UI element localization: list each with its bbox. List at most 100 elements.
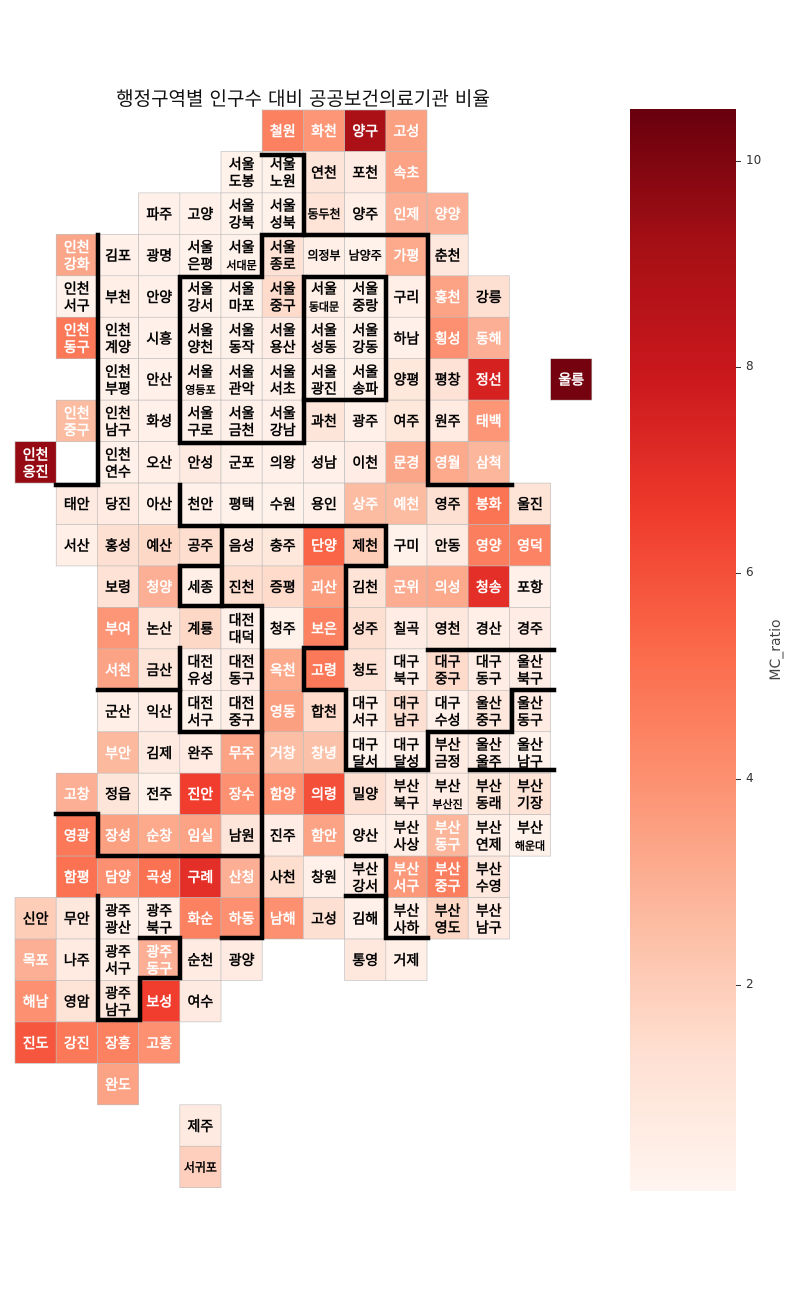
map-cell-label: 계룡 (188, 621, 214, 637)
colorbar-tick (736, 778, 741, 780)
map-cell-label: 대구 달성 (394, 737, 420, 770)
map-cell-label: 부여 (105, 620, 131, 637)
map-cell-fill (261, 731, 304, 774)
map-cell-fill (303, 731, 345, 774)
map-cell-label: 서울 동작 (229, 322, 255, 356)
map-cell: 인천 남구 (97, 399, 139, 442)
map-cell: 부산 금정 (426, 731, 469, 774)
map-cell: 인제 (385, 192, 428, 235)
map-cell-label: 광주 광산 (105, 902, 131, 936)
map-cell: 대전 중구 (220, 689, 263, 733)
map-cell-label: 서울 관악 (229, 363, 255, 397)
map-cell-label: 인천 남구 (105, 405, 131, 439)
map-cell: 나주 (55, 938, 98, 981)
map-cell-label: 보성 (146, 994, 172, 1010)
map-cell-label: 서귀포 (184, 1160, 217, 1175)
map-cell: 예천 (385, 482, 428, 525)
map-cell-label: 무안 (64, 911, 90, 928)
map-cell-fill (97, 689, 139, 733)
map-cell-fill (303, 316, 345, 360)
map-cell-fill (261, 192, 304, 235)
map-cell: 울릉 (550, 358, 593, 401)
map-cell: 대구 수성 (426, 689, 469, 733)
map-cell-label: 괴산 (311, 579, 337, 596)
map-cell: 광주 (344, 399, 387, 442)
map-cell-label: 대구 북구 (394, 655, 420, 688)
map-cell: 고창 (55, 772, 98, 815)
map-cell: 단양 (303, 524, 345, 567)
map-cell-fill (179, 648, 222, 691)
map-cell-label: 제주 (188, 1119, 214, 1135)
map-cell-fill (179, 772, 222, 815)
map-cell: 춘천 (426, 234, 469, 277)
map-cell-label: 청양 (146, 580, 172, 596)
map-cell-fill (467, 772, 510, 815)
map-cell: 봉화 (467, 482, 510, 525)
map-cell: 익산 (138, 689, 181, 733)
map-cell: 전주 (138, 772, 181, 815)
map-cell-label: 아산 (146, 496, 172, 513)
map-cell-fill (385, 441, 428, 484)
map-cell-label: 제천 (352, 539, 378, 555)
map-cell: 영양 (467, 524, 510, 567)
map-cell: 서울 강북 (220, 192, 263, 235)
map-cell-label: 정선 (476, 372, 502, 389)
map-cell-fill (303, 482, 345, 525)
map-cell: 서울 광진 (303, 358, 345, 401)
map-cell-fill (261, 399, 304, 442)
map-cell: 무안 (55, 897, 98, 940)
map-cell-label: 평택 (229, 496, 255, 513)
map-cell: 서울 노원 (261, 151, 304, 194)
map-cell-label: 부산 연제 (476, 819, 502, 853)
map-cell-fill (220, 441, 263, 484)
map-cell-label: 성남 (311, 455, 337, 472)
map-cell: 김천 (344, 565, 387, 608)
map-cell-label: 양평 (394, 372, 420, 389)
map-cell: 부천 (97, 275, 139, 318)
map-cell-label: 목포 (23, 953, 49, 969)
map-cell-label: 신안 (23, 911, 49, 928)
map-cell-fill (261, 441, 304, 484)
map-cell: 양산 (344, 814, 387, 857)
province-borders (53, 152, 557, 1023)
map-cell: 포천 (344, 151, 387, 194)
map-cell-fill (344, 772, 387, 815)
map-cell: 진도 (14, 1021, 57, 1064)
map-cell: 고성 (303, 897, 345, 940)
map-cell: 서귀포 (179, 1145, 222, 1189)
map-cell: 산청 (220, 855, 263, 898)
map-cell-fill (220, 814, 263, 857)
map-cell: 칠곡 (385, 607, 428, 650)
map-cell-label: 부산 서구 (394, 861, 420, 895)
map-cell-label: 임실 (188, 829, 214, 845)
map-cell-label: 봉화 (476, 497, 502, 513)
map-cell-fill (467, 855, 510, 898)
map-cell: 대구 서구 (344, 689, 387, 733)
map-cell: 포항 (509, 565, 551, 608)
map-cell: 장성 (97, 814, 139, 857)
map-cell-label: 서울 송파 (352, 363, 378, 397)
map-cell-label: 함안 (311, 828, 337, 845)
map-cell-fill (344, 731, 387, 774)
map-cell: 서울 양천 (179, 316, 222, 360)
map-cell-fill (426, 814, 469, 857)
map-cell: 서울 송파 (344, 358, 387, 401)
map-cell-label: 세종 (188, 580, 214, 596)
map-cell: 합천 (303, 689, 345, 733)
map-cell-label: 영동 (270, 703, 296, 720)
map-cell: 의왕 (261, 441, 304, 484)
map-cell-fill (261, 316, 304, 360)
map-cell-fill (303, 648, 345, 691)
map-cell: 천안 (179, 482, 222, 525)
map-cell-label: 대전 동구 (229, 654, 255, 688)
map-cell-label: 인천 옹진 (23, 446, 49, 480)
map-cell-label: 정읍 (105, 786, 131, 803)
map-cell-fill (303, 358, 345, 401)
map-cell-label: 부산 기장 (517, 778, 543, 812)
map-cell-fill (385, 275, 428, 318)
map-cell-label: 서울 강동 (352, 322, 378, 356)
map-cell-label: 강진 (64, 1035, 90, 1052)
map-cell: 제주 (179, 1104, 222, 1147)
map-cell-label: 서울 강남 (270, 405, 296, 439)
map-cell-fill (138, 607, 181, 650)
